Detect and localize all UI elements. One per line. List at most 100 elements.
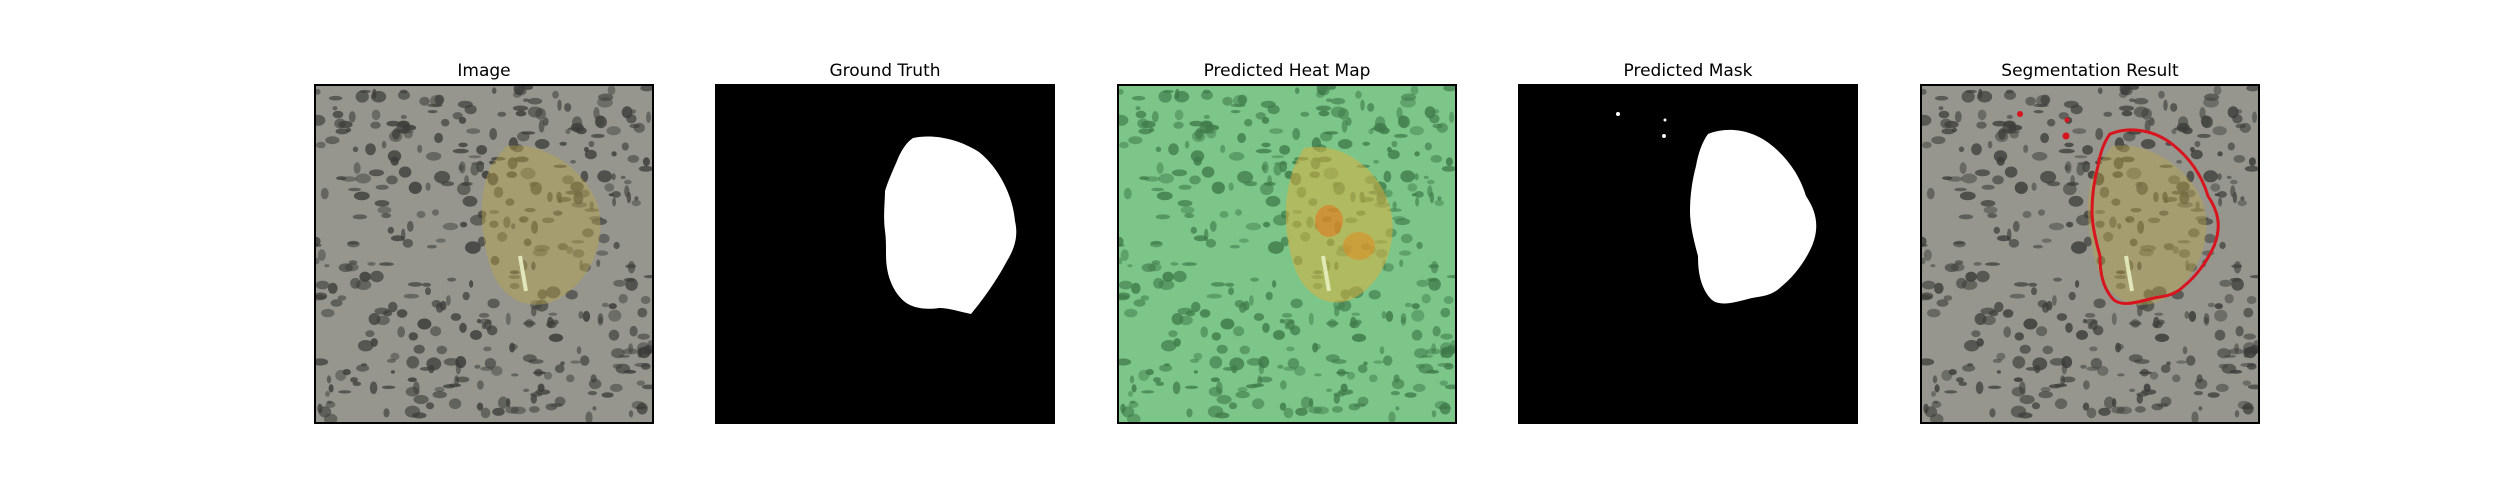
speckle-dot: [1210, 282, 1226, 287]
speckle-dot: [1280, 380, 1287, 390]
speckle-dot: [1119, 292, 1131, 300]
speckle-dot: [637, 307, 648, 318]
speckle-dot: [2210, 183, 2221, 192]
speckle-dot: [2082, 145, 2093, 155]
speckle-dot: [1279, 402, 1287, 411]
speckle-dot: [1958, 381, 1968, 386]
speckle-dot: [528, 406, 540, 413]
speckle-dot: [2080, 364, 2087, 369]
speckle-dot: [455, 362, 462, 375]
speckle-dot: [2120, 156, 2135, 163]
speckle-dot: [1273, 163, 1282, 176]
speckle-dot: [1314, 373, 1322, 377]
speckle-dot: [2233, 261, 2242, 274]
speckle-dot: [1326, 98, 1333, 102]
speckle-dot: [1399, 250, 1412, 256]
speckle-dot: [1956, 377, 1964, 383]
speckle-dot: [1977, 90, 1993, 103]
speckle-dot: [2048, 222, 2065, 231]
speckle-dot: [434, 94, 445, 105]
panel-segmentation-result: Segmentation Result: [1920, 0, 2260, 500]
speckle-dot: [2195, 216, 2209, 221]
speckle-dot: [1201, 90, 1213, 100]
speckle-dot: [1171, 313, 1184, 325]
speckle-dot: [1287, 319, 1295, 331]
panel-title: Segmentation Result: [2001, 61, 2179, 81]
speckle-dot: [381, 385, 396, 389]
speckle-dot: [524, 319, 534, 328]
speckle-dot: [1199, 309, 1211, 318]
speckle-dot: [1944, 263, 1959, 272]
speckle-dot: [483, 346, 492, 352]
speckle-dot: [2064, 164, 2070, 171]
speckle-dot: [1123, 187, 1132, 200]
speckle-dot: [1959, 191, 1976, 201]
speckle-dot: [509, 282, 520, 290]
speckle-dot: [638, 165, 652, 172]
speckle-dot: [390, 352, 400, 361]
speckle-dot: [1924, 406, 1938, 418]
false-positive-speck: [1616, 112, 1620, 116]
speckle-dot: [1237, 94, 1248, 105]
speckle-dot: [397, 120, 410, 128]
speckle-dot: [623, 369, 637, 374]
speckle-dot: [2246, 86, 2258, 92]
speckle-dot: [1222, 367, 1236, 371]
speckle-dot: [1369, 374, 1378, 383]
speckle-dot: [440, 300, 447, 311]
predicted-heat-map: [1119, 86, 1455, 422]
speckle-dot: [2149, 371, 2159, 380]
speckle-dot: [584, 149, 597, 160]
speckle-dot: [630, 109, 637, 114]
speckle-dot: [1922, 114, 1932, 126]
speckle-dot: [1993, 226, 2000, 234]
speckle-dot: [606, 126, 621, 136]
speckle-dot: [2013, 220, 2020, 232]
speckle-dot: [1409, 126, 1424, 136]
speckle-dot: [1260, 182, 1274, 196]
speckle-dot: [2162, 191, 2168, 202]
speckle-dot: [1985, 262, 2000, 266]
contour-speck: [2062, 132, 2070, 140]
speckle-dot: [462, 291, 470, 301]
speckle-dot: [2243, 342, 2257, 354]
speckle-dot: [2113, 157, 2124, 170]
speckle-dot: [634, 196, 639, 201]
speckle-dot: [2217, 173, 2222, 181]
speckle-dot: [1277, 364, 1284, 369]
speckle-dot: [390, 156, 399, 166]
speckle-dot: [598, 233, 610, 244]
speckle-dot: [1375, 116, 1386, 129]
speckle-dot: [1135, 110, 1147, 119]
speckle-dot: [465, 241, 481, 254]
speckle-dot: [1237, 386, 1248, 393]
speckle-dot: [1155, 146, 1162, 153]
contour-speck: [2017, 111, 2023, 117]
speckle-dot: [506, 171, 517, 178]
speckle-dot: [365, 330, 375, 338]
speckle-dot: [1316, 86, 1328, 95]
speckle-dot: [1429, 191, 1435, 204]
speckle-dot: [1158, 279, 1175, 290]
false-positive-speck: [1663, 118, 1667, 122]
speckle-dot: [1922, 292, 1934, 300]
speckle-dot: [398, 90, 410, 100]
speckle-dot: [2068, 291, 2076, 301]
speckle-dot: [370, 270, 384, 283]
heat-hot-spot: [1343, 232, 1375, 260]
speckle-dot: [1255, 148, 1272, 154]
speckle-dot: [492, 407, 505, 416]
speckle-dot: [2023, 144, 2029, 153]
speckle-dot: [596, 250, 609, 256]
speckle-dot: [1177, 200, 1193, 207]
speckle-dot: [369, 381, 378, 395]
speckle-dot: [1193, 352, 1203, 361]
speckle-dot: [1426, 277, 1439, 282]
speckle-dot: [2047, 118, 2056, 127]
speckle-dot: [2104, 396, 2115, 409]
speckle-dot: [1922, 236, 1927, 247]
speckle-dot: [1320, 131, 1333, 142]
speckle-dot: [1177, 307, 1193, 315]
speckle-dot: [1151, 260, 1161, 265]
speckle-dot: [397, 326, 405, 338]
